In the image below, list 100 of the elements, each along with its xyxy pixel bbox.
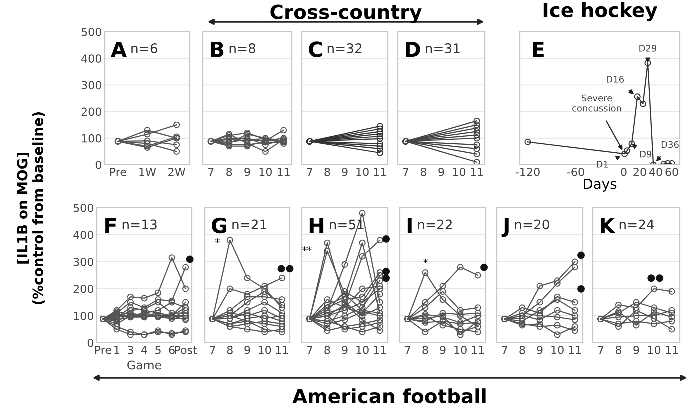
x-tick-label: 11 bbox=[374, 346, 386, 354]
x-tick-label: 8 bbox=[420, 168, 427, 176]
x-tick-label: 9 bbox=[342, 346, 348, 354]
x-tick-label: 7 bbox=[502, 346, 508, 354]
x-tick-label: 11 bbox=[666, 346, 678, 354]
annotation: ● bbox=[578, 285, 585, 293]
annotation: * bbox=[216, 238, 220, 243]
y-tick-label: 100 bbox=[74, 312, 94, 320]
x-tick-label: 10 bbox=[453, 168, 466, 176]
x-tick-label: Post bbox=[175, 346, 198, 354]
chart-title: F bbox=[106, 218, 116, 234]
annotation: ● bbox=[382, 274, 390, 282]
y-tick-label: 300 bbox=[82, 81, 102, 90]
x-tick-label: 11 bbox=[374, 168, 386, 176]
y-tick-label: 500 bbox=[74, 204, 94, 212]
text: n=13 bbox=[122, 220, 157, 230]
text: n=6 bbox=[132, 44, 158, 54]
chart-title: K bbox=[601, 218, 616, 234]
x-tick-label: 10 bbox=[260, 168, 272, 176]
x-tick-label: 40 bbox=[649, 168, 662, 176]
annotation: ●● bbox=[648, 274, 664, 282]
y-tick-label: 200 bbox=[82, 108, 102, 116]
x-tick-label: 11 bbox=[276, 346, 288, 354]
x-tick-label: 10 bbox=[648, 346, 661, 354]
x-tick-label: 10 bbox=[356, 168, 369, 176]
x-tick-label: 0 bbox=[621, 168, 627, 176]
x-axis-title: Days bbox=[584, 178, 617, 192]
annotation: D16 bbox=[607, 76, 624, 83]
x-tick-label: 5 bbox=[156, 346, 161, 354]
x-tick-label: 8 bbox=[616, 346, 622, 354]
y-tick-label: 0 bbox=[96, 160, 102, 170]
x-tick-label: 4 bbox=[142, 346, 148, 354]
x-tick-label: 7 bbox=[403, 168, 409, 176]
y-axis-title: [IL1B on MOG] (%control from baseline) bbox=[17, 112, 45, 305]
x-axis-title: Game bbox=[128, 360, 162, 370]
y-tick-label: 500 bbox=[82, 28, 102, 36]
x-tick-label: 9 bbox=[342, 168, 348, 176]
annotation: ● bbox=[382, 236, 390, 243]
annotation: D36 bbox=[662, 141, 679, 148]
x-tick-label: 8 bbox=[422, 346, 428, 354]
chart-title: I bbox=[408, 218, 412, 234]
chart-title: J bbox=[502, 218, 509, 238]
x-tick-label: 9 bbox=[438, 168, 444, 176]
y-tick-label: 400 bbox=[74, 230, 94, 240]
x-tick-label: 3 bbox=[128, 346, 134, 354]
x-tick-label: 11 bbox=[569, 346, 582, 354]
x-tick-label: 9 bbox=[634, 346, 640, 354]
x-tick-label: 9 bbox=[440, 346, 446, 354]
x-tick-label: 8 bbox=[520, 346, 526, 354]
x-tick-label: 7 bbox=[208, 168, 214, 176]
x-tick-label: 11 bbox=[471, 168, 484, 176]
x-tick-label: 60 bbox=[666, 168, 678, 176]
chart-title: C bbox=[309, 42, 322, 58]
x-tick-label: 7 bbox=[307, 168, 312, 176]
x-tick-label: 9 bbox=[537, 346, 543, 354]
text: Cross-country bbox=[270, 4, 422, 24]
x-tick-label: 8 bbox=[324, 346, 330, 354]
x-tick-label: 8 bbox=[227, 346, 233, 354]
x-tick-label: 7 bbox=[405, 346, 410, 354]
x-tick-label: 7 bbox=[598, 346, 604, 354]
chart-title: E bbox=[533, 42, 544, 58]
y-tick-label: 400 bbox=[82, 54, 102, 63]
y-tick-label: 200 bbox=[74, 284, 94, 294]
x-tick-label: 11 bbox=[472, 346, 484, 354]
text: n=22 bbox=[418, 220, 452, 230]
x-tick-label: 1W bbox=[140, 168, 156, 176]
annotation: ● bbox=[186, 256, 194, 264]
x-tick-label: Pre bbox=[110, 168, 126, 176]
annotation: D9 bbox=[640, 150, 652, 158]
annotation: * bbox=[424, 258, 428, 264]
x-tick-label: 10 bbox=[259, 346, 272, 354]
text: n=24 bbox=[620, 220, 654, 230]
text: n=32 bbox=[328, 44, 362, 54]
text: American football bbox=[292, 388, 486, 404]
x-tick-label: 10 bbox=[356, 346, 369, 354]
annotation: ● bbox=[480, 264, 488, 272]
annotation: D29 bbox=[640, 45, 657, 52]
annotation: ● bbox=[382, 268, 390, 276]
x-tick-label: 9 bbox=[244, 346, 250, 354]
text: Ice hockey bbox=[544, 2, 658, 22]
text: n=20 bbox=[515, 220, 550, 230]
x-tick-label: 2W bbox=[168, 168, 186, 176]
x-tick-label: -60 bbox=[567, 168, 584, 176]
x-tick-label: 11 bbox=[278, 168, 290, 176]
chart-title: G bbox=[212, 218, 227, 234]
x-tick-label: 6 bbox=[169, 346, 175, 354]
chart-title: D bbox=[406, 42, 420, 58]
x-tick-label: 10 bbox=[454, 346, 467, 354]
y-tick-label: 0 bbox=[88, 338, 94, 348]
annotation: Severe concussion bbox=[572, 94, 622, 112]
annotation: D1 bbox=[597, 161, 608, 168]
annotation: ** bbox=[302, 246, 312, 252]
x-tick-label: 7 bbox=[307, 346, 312, 354]
chart-title: H bbox=[310, 218, 324, 234]
x-tick-label: 9 bbox=[244, 168, 250, 176]
text: n=21 bbox=[232, 220, 266, 230]
annotation: ● bbox=[578, 252, 585, 260]
annotation: ●● bbox=[278, 265, 294, 273]
chart-title: A bbox=[111, 42, 127, 58]
chart-title: B bbox=[211, 42, 224, 58]
